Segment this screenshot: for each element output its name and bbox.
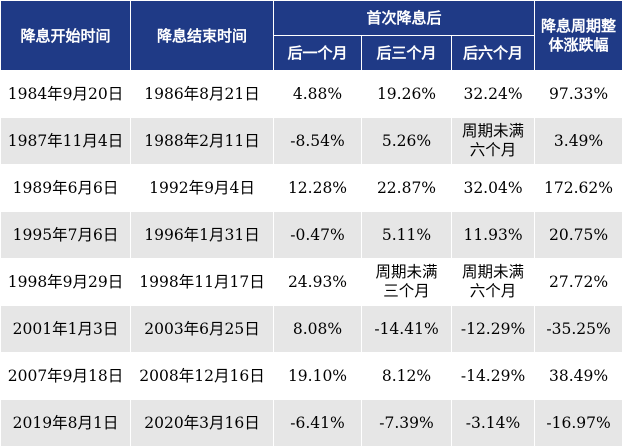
cell-overall-change: 38.49% (535, 353, 622, 400)
cell-six-month-change: -12.29% (452, 306, 535, 353)
cell-six-month-change: 32.24% (452, 71, 535, 118)
cell-start-date: 1998年9月29日 (1, 259, 131, 306)
cell-one-month-change: 24.93% (274, 259, 362, 306)
cell-three-month-change: 5.11% (362, 212, 452, 259)
col-group-header-after-first-cut: 首次降息后 (274, 1, 535, 36)
cell-one-month-change: 19.10% (274, 353, 362, 400)
cell-start-date: 1987年11月4日 (1, 118, 131, 165)
cell-end-date: 1992年9月4日 (131, 165, 274, 212)
cell-one-month-change: -0.47% (274, 212, 362, 259)
col-header-end-date: 降息结束时间 (131, 1, 274, 71)
cell-end-date: 1988年2月11日 (131, 118, 274, 165)
cell-six-month-change: 32.04% (452, 165, 535, 212)
cell-six-month-change: -14.29% (452, 353, 535, 400)
cell-one-month-change: 12.28% (274, 165, 362, 212)
cell-three-month-change: 8.12% (362, 353, 452, 400)
cell-six-month-change: 周期未满 六个月 (452, 118, 535, 165)
col-header-one-month: 后一个月 (274, 36, 362, 71)
col-header-six-months: 后六个月 (452, 36, 535, 71)
cell-three-month-change: 周期未满 三个月 (362, 259, 452, 306)
cell-six-month-change: -3.14% (452, 400, 535, 447)
cell-end-date: 1998年11月17日 (131, 259, 274, 306)
cell-start-date: 1995年7月6日 (1, 212, 131, 259)
cell-three-month-change: -14.41% (362, 306, 452, 353)
cell-end-date: 1986年8月21日 (131, 71, 274, 118)
cell-end-date: 2008年12月16日 (131, 353, 274, 400)
cell-one-month-change: -6.41% (274, 400, 362, 447)
col-header-overall-change: 降息周期整体涨跌幅 (535, 1, 622, 71)
cell-six-month-change: 周期未满 六个月 (452, 259, 535, 306)
cell-overall-change: 97.33% (535, 71, 622, 118)
cell-overall-change: 27.72% (535, 259, 622, 306)
cell-six-month-change: 11.93% (452, 212, 535, 259)
cell-end-date: 1996年1月31日 (131, 212, 274, 259)
col-header-three-months: 后三个月 (362, 36, 452, 71)
cell-overall-change: -35.25% (535, 306, 622, 353)
cell-start-date: 1989年6月6日 (1, 165, 131, 212)
cell-one-month-change: -8.54% (274, 118, 362, 165)
cell-three-month-change: 19.26% (362, 71, 452, 118)
col-header-start-date: 降息开始时间 (1, 1, 131, 71)
cell-one-month-change: 8.08% (274, 306, 362, 353)
cell-three-month-change: -7.39% (362, 400, 452, 447)
cell-three-month-change: 5.26% (362, 118, 452, 165)
cell-start-date: 2001年1月3日 (1, 306, 131, 353)
cell-overall-change: 172.62% (535, 165, 622, 212)
cell-end-date: 2003年6月25日 (131, 306, 274, 353)
cell-overall-change: 3.49% (535, 118, 622, 165)
cell-overall-change: -16.97% (535, 400, 622, 447)
cell-one-month-change: 4.88% (274, 71, 362, 118)
cell-overall-change: 20.75% (535, 212, 622, 259)
cell-end-date: 2020年3月16日 (131, 400, 274, 447)
cell-three-month-change: 22.87% (362, 165, 452, 212)
cell-start-date: 1984年9月20日 (1, 71, 131, 118)
cell-start-date: 2007年9月18日 (1, 353, 131, 400)
cell-start-date: 2019年8月1日 (1, 400, 131, 447)
